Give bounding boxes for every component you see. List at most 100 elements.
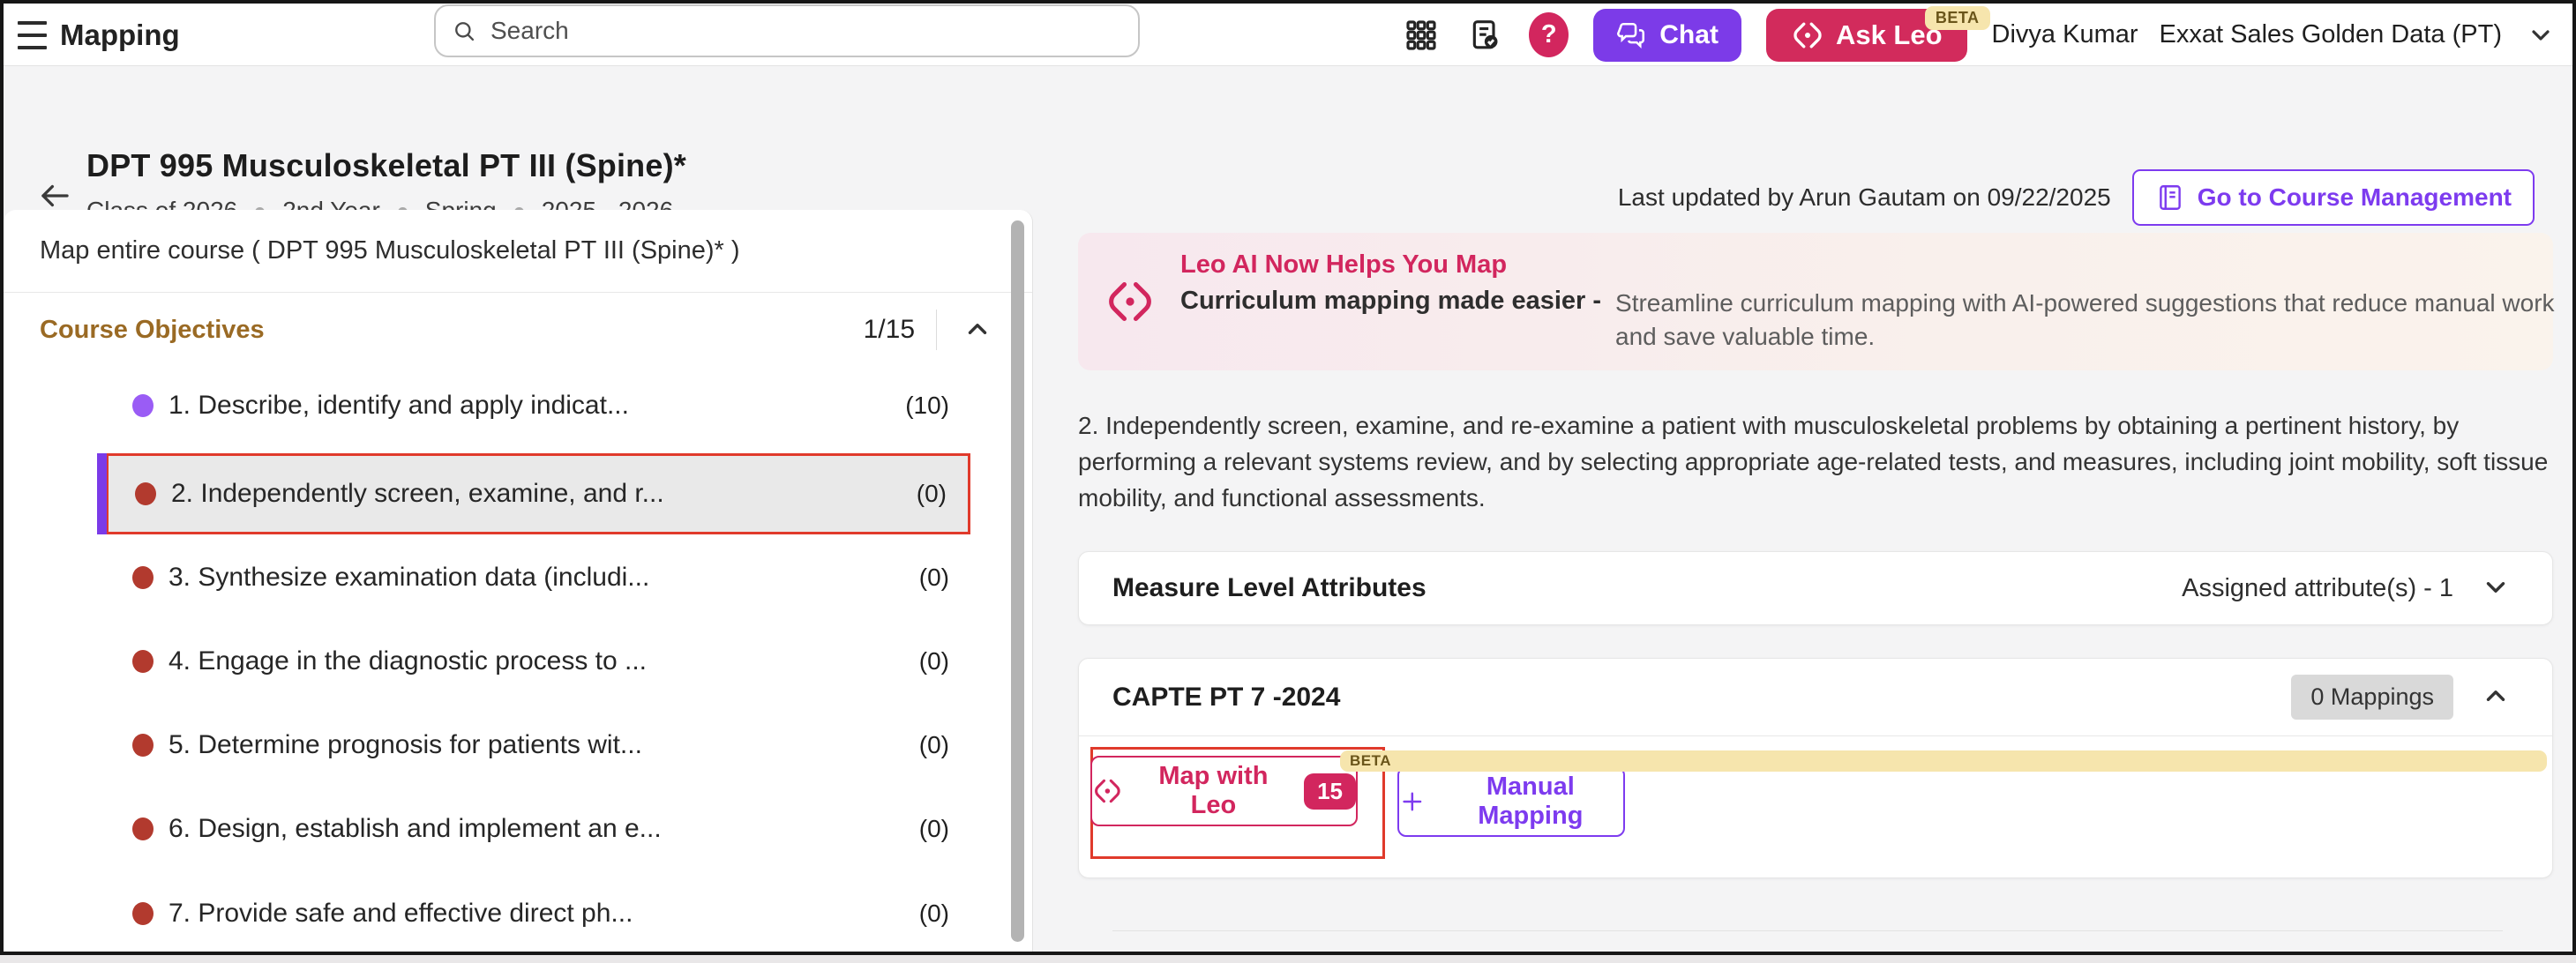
banner-subtitle-text: Streamline curriculum mapping with AI-po… (1615, 288, 2555, 350)
objectives-sidebar: Map entire course ( DPT 995 Musculoskele… (4, 210, 1033, 952)
leo-logo-icon (1105, 276, 1156, 327)
arrow-left-icon (41, 184, 69, 207)
map-with-leo-button[interactable]: Map with Leo 15 (1090, 756, 1358, 826)
user-account-menu[interactable]: Divya Kumar Exxat Sales Golden Data (PT) (1992, 20, 2555, 49)
back-button[interactable] (35, 177, 74, 216)
objective-status-dot (132, 817, 154, 840)
chat-bubbles-icon (1617, 22, 1645, 49)
last-updated-text: Last updated by Arun Gautam on 09/22/202… (1617, 183, 2111, 211)
chevron-down-icon (2481, 572, 2511, 602)
objective-label: 6. Design, establish and implement an e.… (168, 814, 662, 843)
organization-name: Exxat Sales Golden Data (PT) (2159, 20, 2502, 49)
plus-icon (1403, 792, 1422, 811)
vertical-divider (936, 310, 937, 350)
objective-mapping-count: (0) (918, 647, 949, 675)
objective-label: 7. Provide safe and effective direct ph.… (168, 899, 633, 928)
objective-item-4[interactable]: 4. Engage in the diagnostic process to .… (106, 620, 970, 703)
attributes-card-title: Measure Level Attributes (1112, 573, 1427, 602)
objective-label: 2. Independently screen, examine, and r.… (171, 479, 664, 508)
header-right: Last updated by Arun Gautam on 09/22/202… (1618, 168, 2535, 227)
beta-badge: BETA (1340, 750, 2547, 772)
user-name: Divya Kumar (1991, 20, 2138, 49)
chat-button[interactable]: Chat (1593, 8, 1741, 62)
banner-subtitle: Curriculum mapping made easier - Streaml… (1180, 287, 2568, 354)
apps-grid-icon[interactable] (1402, 16, 1441, 55)
objective-mapping-count: (10) (905, 392, 949, 419)
course-objectives-title: Course Objectives (40, 315, 265, 344)
objective-status-dot (132, 566, 154, 589)
help-icon[interactable]: ? (1529, 12, 1569, 57)
sidebar-scrollbar[interactable] (1011, 220, 1024, 942)
capte-card-body: BETA Map with Leo 15 Manual Mapping (1079, 736, 2552, 931)
ask-leo-wrap: BETA Ask Leo (1765, 5, 1990, 62)
objective-mapping-count: (0) (918, 900, 949, 927)
objective-item-6[interactable]: 6. Design, establish and implement an e.… (106, 788, 970, 870)
course-objectives-header: Course Objectives 1/15 (4, 293, 1032, 367)
objective-status-dot (132, 650, 154, 673)
capte-mapping-card: CAPTE PT 7 -2024 0 Mappings BETA Map wit… (1078, 658, 2553, 931)
capte-card-header: CAPTE PT 7 -2024 0 Mappings (1079, 659, 2552, 736)
topbar-actions: ? Chat BETA Ask Leo Divya Kuma (1402, 4, 2555, 66)
objective-status-dot (132, 734, 154, 757)
objective-mapping-count: (0) (918, 815, 949, 842)
objective-label: 3. Synthesize examination data (includi.… (168, 563, 650, 592)
selected-indicator-bar (97, 453, 107, 534)
collapse-capte-button[interactable] (2478, 680, 2513, 715)
search-input[interactable] (490, 17, 1122, 45)
objective-mapping-count: (0) (916, 480, 947, 507)
map-entire-course-item[interactable]: Map entire course ( DPT 995 Musculoskele… (4, 210, 1032, 293)
course-management-label: Go to Course Management (2197, 183, 2512, 211)
chevron-up-icon (962, 314, 992, 344)
objective-label: 5. Determine prognosis for patients wit.… (168, 730, 642, 759)
selected-objective-text: 2. Independently screen, examine, and re… (1078, 412, 2549, 511)
collapse-objectives-button[interactable] (958, 310, 997, 349)
objective-item-1[interactable]: 1. Describe, identify and apply indicat.… (106, 364, 970, 447)
search-icon (455, 22, 475, 41)
map-with-leo-label: Map with Leo (1158, 762, 1269, 819)
hamburger-menu-icon[interactable] (18, 21, 49, 49)
mappings-count-badge: 0 Mappings (2291, 675, 2453, 720)
objective-status-dot (132, 394, 154, 417)
objective-status-dot (135, 482, 156, 505)
leo-ai-banner: Leo AI Now Helps You Map Curriculum mapp… (1078, 233, 2555, 370)
assigned-attributes-text: Assigned attribute(s) - 1 (2182, 573, 2453, 602)
page-bottom-strip (0, 955, 2576, 963)
leo-logo-icon (1791, 19, 1824, 52)
leo-suggestion-count: 15 (1304, 773, 1356, 810)
chevron-down-icon (2527, 21, 2555, 49)
book-icon (2159, 185, 2181, 210)
course-title: DPT 995 Musculoskeletal PT III (Spine)* (86, 147, 686, 183)
chevron-up-icon (2481, 681, 2511, 711)
task-list-check-icon[interactable] (1465, 16, 1504, 55)
objective-label: 4. Engage in the diagnostic process to .… (168, 646, 648, 676)
go-to-course-management-button[interactable]: Go to Course Management (2131, 169, 2535, 226)
objective-item-2-selected[interactable]: 2. Independently screen, examine, and r.… (97, 453, 970, 534)
course-header: DPT 995 Musculoskeletal PT III (Spine)* … (4, 66, 2572, 226)
banner-title: Leo AI Now Helps You Map (1180, 250, 1508, 279)
objective-label: 1. Describe, identify and apply indicat.… (168, 391, 629, 420)
objective-item-5[interactable]: 5. Determine prognosis for patients wit.… (106, 704, 970, 787)
expand-attributes-button[interactable] (2478, 571, 2513, 606)
objective-status-dot (132, 902, 154, 925)
objective-mapping-count: (0) (918, 731, 949, 758)
manual-mapping-button[interactable]: Manual Mapping (1397, 766, 1625, 837)
objective-mapping-count: (0) (918, 564, 949, 591)
banner-text: Leo AI Now Helps You Map Curriculum mapp… (1180, 250, 2568, 354)
leo-logo-icon (1092, 775, 1123, 807)
question-mark-glyph: ? (1540, 20, 1557, 49)
attributes-card-right: Assigned attribute(s) - 1 (2182, 571, 2513, 606)
chat-label: Chat (1659, 19, 1719, 49)
capte-card-title: CAPTE PT 7 -2024 (1112, 682, 1341, 712)
objective-item-3[interactable]: 3. Synthesize examination data (includi.… (106, 536, 970, 619)
beta-badge: BETA (1924, 5, 1990, 30)
search-box[interactable] (434, 4, 1140, 57)
capte-card-right: 0 Mappings (2291, 675, 2513, 720)
manual-mapping-label: Manual Mapping (1478, 773, 1584, 830)
objective-item-7[interactable]: 7. Provide safe and effective direct ph.… (106, 872, 970, 955)
objectives-progress: 1/15 (863, 315, 915, 344)
measure-level-attributes-card[interactable]: Measure Level Attributes Assigned attrib… (1078, 551, 2553, 625)
top-navigation-bar: Mapping (4, 4, 2572, 66)
card-divider (1112, 930, 2503, 931)
